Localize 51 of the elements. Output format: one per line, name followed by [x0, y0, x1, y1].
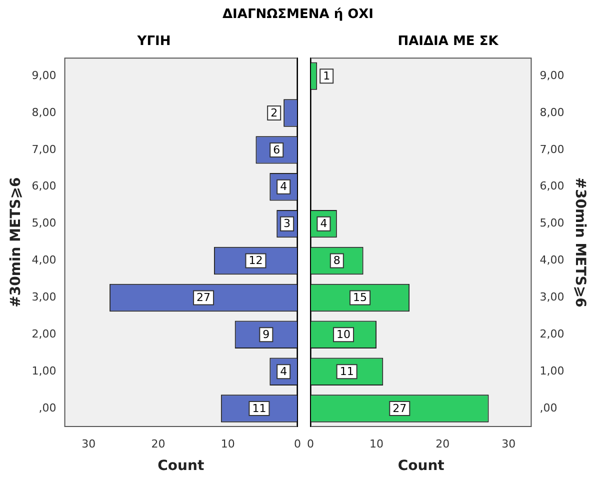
data-label: 4 [320, 217, 328, 230]
data-label: 10 [336, 328, 351, 342]
y-tick-label: 3,00 [32, 290, 56, 304]
data-label: 9 [262, 328, 270, 342]
data-label: 27 [196, 291, 211, 304]
data-label: 4 [280, 180, 288, 194]
y-tick-label: 6,00 [32, 180, 56, 193]
y-tick-label: 8,00 [32, 106, 56, 119]
data-label: 15 [353, 291, 368, 304]
y-tick-label: 7,00 [540, 142, 564, 156]
data-label: 6 [273, 143, 280, 156]
data-label: 1 [323, 69, 330, 82]
y-tick-label: 6,00 [540, 180, 564, 193]
data-label: 3 [284, 217, 291, 230]
y-tick-label: 3,00 [540, 290, 564, 304]
y-tick-label: 5,00 [32, 216, 56, 230]
y-tick-label: ,00 [38, 401, 56, 414]
data-label: 27 [392, 402, 407, 415]
y-tick-label: 2,00 [32, 328, 56, 341]
data-label: 4 [280, 364, 288, 378]
x-tick-label: 0 [307, 437, 314, 450]
data-label: 2 [270, 106, 278, 120]
data-label: 11 [340, 364, 354, 378]
data-label: 8 [333, 254, 340, 268]
data-label: 11 [252, 402, 266, 415]
y-axis-title: #30min METS⩾6 [572, 177, 588, 308]
chart-subtitle: ΠΑΙΔΙΑ ΜΕ ΣΚ [398, 34, 500, 50]
x-tick-label: 20 [151, 437, 166, 450]
chart-title: ΔΙΑΓΝΩΣΜΕΝΑ ή ΟΧΙ [221, 6, 375, 24]
x-tick-label: 30 [502, 437, 516, 450]
y-tick-label: 1,00 [32, 364, 56, 378]
y-tick-label: 4,00 [540, 254, 564, 267]
y-tick-label: 4,00 [32, 254, 56, 267]
y-tick-label: 8,00 [540, 106, 564, 119]
x-tick-label: 20 [436, 437, 450, 450]
y-tick-label: 5,00 [540, 216, 564, 230]
x-tick-label: 0 [294, 437, 301, 450]
x-tick-label: 30 [82, 437, 96, 450]
x-tick-label: 10 [220, 437, 235, 450]
data-label: 12 [248, 254, 263, 268]
chart-subtitle: ΥΓΙΗ [136, 34, 171, 50]
x-axis-title: Count [158, 458, 204, 474]
y-tick-label: 2,00 [540, 328, 564, 341]
y-tick-label: 9,00 [32, 68, 56, 82]
y-tick-label: 7,00 [32, 142, 56, 156]
x-tick-label: 10 [370, 437, 384, 450]
y-tick-label: ,00 [540, 401, 558, 414]
y-tick-label: 1,00 [540, 364, 564, 378]
y-axis-title: #30min METS⩾6 [8, 177, 24, 308]
y-tick-label: 9,00 [540, 68, 564, 82]
x-axis-title: Count [398, 458, 445, 474]
